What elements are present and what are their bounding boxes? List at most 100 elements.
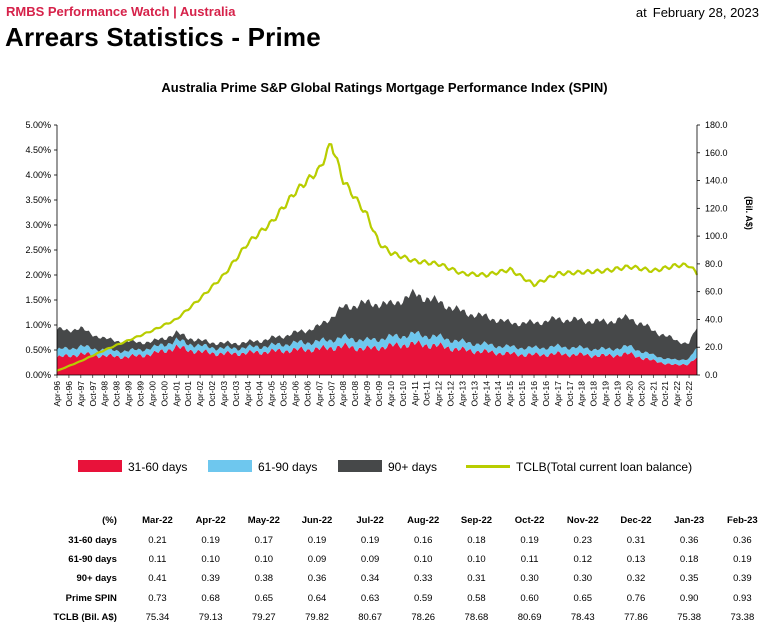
table-row: 31-60 days 0.21 0.19 0.17 0.19 0.19 0.16 0.18 0.… <box>52 530 769 549</box>
x-tick-label: Oct-08 <box>350 381 360 407</box>
table-cell: 80.69 <box>517 612 542 624</box>
table-cell: 0.31 <box>467 573 486 585</box>
as-of-prefix: at <box>635 5 647 20</box>
x-tick-label: Oct-19 <box>613 381 623 407</box>
x-tick-label: Oct-06 <box>302 381 312 407</box>
x-tick-label: Apr-22 <box>672 381 682 407</box>
table-cell: 0.41 <box>148 573 167 585</box>
table-cell: 0.36 <box>679 534 699 546</box>
chart-title: Australia Prime S&P Global Ratings Mortg… <box>161 80 608 95</box>
x-tick-label: Apr-17 <box>553 381 563 407</box>
x-tick-label: Apr-19 <box>601 381 611 407</box>
table-cell: 0.19 <box>360 534 380 546</box>
table-cell: 0.59 <box>413 592 433 604</box>
left-tick-label: 2.00% <box>25 270 51 280</box>
left-tick-label: 4.00% <box>25 170 51 180</box>
left-axis: 0.00% 0.50% 1.00% 1.50% 2.00% 2.50% 3.00% 3.50%… <box>25 120 57 380</box>
x-tick-label: Oct-11 <box>422 381 432 406</box>
table-body: 31-60 days 0.21 0.19 0.17 0.19 0.19 0.16 0.18 0.… <box>52 530 769 627</box>
x-tick-label: Apr-97 <box>76 381 86 407</box>
table-cell: 0.10 <box>254 553 274 565</box>
area-61-90-days <box>57 330 697 366</box>
x-tick-label: Oct-10 <box>398 381 408 407</box>
x-tick-label: Oct-96 <box>64 381 74 407</box>
table-cell: 0.65 <box>573 592 593 604</box>
x-axis: Apr-96 Oct-96 Apr-97 Oct-97 Apr-98 Oct-98 Apr-… <box>52 375 694 407</box>
table-cell: 0.10 <box>413 553 433 565</box>
table-col-header: May-22 <box>247 515 280 527</box>
right-tick-label: 40.0 <box>705 314 723 324</box>
table-cell: 0.10 <box>467 553 486 565</box>
x-tick-label: Apr-18 <box>577 381 587 407</box>
table-cell: 73.38 <box>730 612 755 624</box>
x-tick-label: Apr-06 <box>291 381 301 407</box>
table-cell: 0.18 <box>467 534 486 546</box>
area-31-60-days <box>57 340 697 375</box>
left-tick-label: 2.50% <box>25 245 51 255</box>
area-90-plus-days <box>57 288 697 361</box>
table-cell: 0.19 <box>201 534 220 546</box>
x-tick-label: Apr-13 <box>458 381 468 407</box>
left-tick-label: 3.00% <box>25 220 51 230</box>
x-tick-label: Apr-02 <box>195 381 205 407</box>
x-tick-label: Oct-02 <box>207 381 217 407</box>
x-tick-label: Apr-00 <box>147 381 157 407</box>
x-tick-label: Oct-01 <box>183 381 193 407</box>
table-cell: 0.90 <box>679 592 699 604</box>
table-cell: 0.34 <box>360 573 380 585</box>
x-tick-label: Oct-97 <box>88 381 98 407</box>
table-cell: 0.30 <box>573 573 593 585</box>
table-cell: 79.82 <box>305 612 329 624</box>
table-cell: 0.11 <box>520 553 539 565</box>
x-tick-label: Apr-11 <box>410 381 420 406</box>
table-row-label: 90+ days <box>76 573 117 585</box>
x-tick-label: Apr-21 <box>648 381 658 407</box>
chart-legend: 31-60 days 61-90 days 90+ days TCLB(Tota… <box>0 458 769 478</box>
table-cell: 0.63 <box>360 592 380 604</box>
x-tick-label: Oct-99 <box>136 381 146 407</box>
right-tick-label: 20.0 <box>705 342 723 352</box>
left-tick-label: 0.50% <box>25 345 51 355</box>
x-tick-label: Apr-10 <box>386 381 396 407</box>
table-row: 90+ days 0.41 0.39 0.38 0.36 0.34 0.33 0.31 0.30… <box>52 569 769 588</box>
table-cell: 0.19 <box>307 534 327 546</box>
table-cell: 78.43 <box>570 612 595 624</box>
legend-swatch-61-90 <box>208 460 252 472</box>
right-tick-label: 0.0 <box>705 370 718 380</box>
table-header-row: (%) Mar-22 Apr-22 May-22 Jun-22 Jul-22 A… <box>52 511 769 530</box>
table-cell: 0.65 <box>254 592 274 604</box>
x-tick-label: Apr-12 <box>434 381 444 407</box>
table-col-header: Nov-22 <box>566 515 599 527</box>
tclb-line <box>56 143 698 372</box>
table-cell: 0.93 <box>733 592 752 604</box>
x-tick-label: Apr-04 <box>243 381 253 407</box>
table-col-header: Jul-22 <box>356 515 384 527</box>
table-row-label: Prime SPIN <box>65 592 117 604</box>
x-tick-label: Oct-14 <box>493 381 503 407</box>
x-tick-label: Apr-16 <box>529 381 539 407</box>
table-cell: 0.64 <box>307 592 327 604</box>
table-cell: 0.23 <box>573 534 593 546</box>
x-tick-label: Oct-22 <box>684 381 694 407</box>
right-tick-label: 140.0 <box>705 176 728 186</box>
x-tick-label: Apr-01 <box>171 381 181 407</box>
table-cell: 0.11 <box>148 553 167 565</box>
table-cell: 0.19 <box>520 534 539 546</box>
x-tick-label: Apr-03 <box>219 381 229 407</box>
page-title: Arrears Statistics - Prime <box>5 22 321 52</box>
x-tick-label: Apr-08 <box>338 381 348 407</box>
legend-swatch-90-plus <box>338 460 382 472</box>
table-cell: 0.60 <box>520 592 539 604</box>
table-cell: 0.13 <box>626 553 646 565</box>
right-tick-label: 80.0 <box>705 259 723 269</box>
table-cell: 0.12 <box>573 553 593 565</box>
legend-swatch-31-60 <box>78 460 122 472</box>
x-tick-label: Oct-18 <box>589 381 599 407</box>
right-axis: 0.0 20.0 40.0 60.0 80.0 100.0 120.0 140.0 160.0 1… <box>697 120 728 380</box>
table-row-label: 31-60 days <box>68 534 117 546</box>
right-axis-label: (Bil. A$) <box>744 196 754 230</box>
x-tick-label: Oct-00 <box>159 381 169 407</box>
table-cell: 0.36 <box>733 534 752 546</box>
arrears-areas <box>57 288 697 375</box>
x-tick-label: Oct-13 <box>469 381 479 407</box>
